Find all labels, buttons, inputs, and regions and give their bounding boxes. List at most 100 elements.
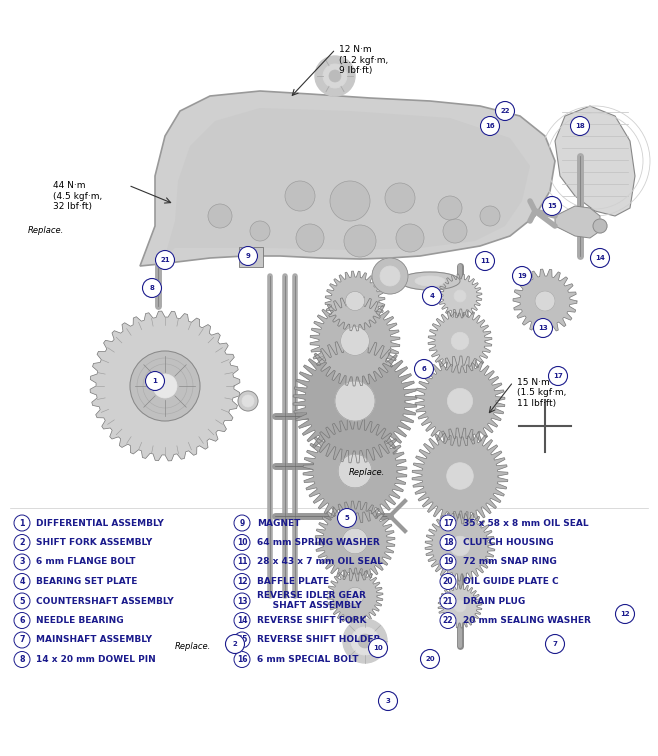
Text: Replace.: Replace.	[28, 226, 64, 235]
Circle shape	[380, 266, 400, 286]
Circle shape	[440, 515, 456, 531]
Circle shape	[341, 327, 369, 355]
Text: 64 mm SPRING WASHER: 64 mm SPRING WASHER	[257, 538, 380, 547]
Circle shape	[440, 593, 456, 609]
Text: 9: 9	[240, 519, 245, 528]
Polygon shape	[140, 91, 555, 266]
Polygon shape	[310, 296, 400, 386]
Circle shape	[234, 515, 250, 531]
Text: 8: 8	[149, 285, 155, 291]
Polygon shape	[438, 274, 482, 318]
Circle shape	[440, 612, 456, 628]
Polygon shape	[415, 356, 505, 446]
Circle shape	[368, 639, 388, 658]
Circle shape	[422, 287, 442, 305]
Circle shape	[155, 250, 174, 269]
Circle shape	[329, 70, 341, 82]
Text: BAFFLE PLATE: BAFFLE PLATE	[257, 577, 329, 586]
Circle shape	[590, 249, 609, 268]
Circle shape	[451, 332, 468, 350]
FancyBboxPatch shape	[239, 247, 263, 267]
Circle shape	[535, 291, 555, 311]
Circle shape	[378, 692, 397, 711]
Text: 4: 4	[430, 293, 434, 299]
Text: 5: 5	[19, 596, 25, 606]
Circle shape	[338, 509, 357, 528]
Circle shape	[480, 206, 500, 226]
Text: 12: 12	[237, 577, 247, 586]
Polygon shape	[425, 511, 495, 581]
Text: SHAFT ASSEMBLY: SHAFT ASSEMBLY	[257, 602, 362, 611]
Text: COUNTERSHAFT ASSEMBLY: COUNTERSHAFT ASSEMBLY	[36, 596, 174, 606]
Text: MAGNET: MAGNET	[257, 519, 300, 528]
Text: DRAIN PLUG: DRAIN PLUG	[463, 596, 525, 606]
Circle shape	[296, 224, 324, 252]
Text: 10: 10	[237, 538, 247, 547]
Circle shape	[420, 649, 440, 668]
Text: 7: 7	[19, 636, 25, 645]
Circle shape	[242, 395, 254, 407]
Text: 19: 19	[443, 557, 453, 566]
Text: 18: 18	[443, 538, 453, 547]
Text: 22: 22	[500, 108, 510, 114]
Circle shape	[238, 391, 258, 411]
Circle shape	[315, 56, 355, 96]
Text: 21: 21	[443, 596, 453, 606]
Text: 11: 11	[480, 258, 490, 264]
Ellipse shape	[415, 276, 445, 286]
Circle shape	[14, 574, 30, 590]
Circle shape	[14, 554, 30, 570]
Circle shape	[343, 619, 387, 663]
Polygon shape	[327, 568, 383, 624]
Polygon shape	[438, 584, 482, 628]
Text: Replace.: Replace.	[349, 468, 385, 477]
Circle shape	[208, 204, 232, 228]
Circle shape	[143, 278, 161, 298]
Text: REVERSE SHIFT HOLDER: REVERSE SHIFT HOLDER	[257, 636, 380, 645]
Text: 20: 20	[443, 577, 453, 586]
Text: 17: 17	[553, 373, 563, 379]
Polygon shape	[555, 206, 600, 238]
Text: 44 N·m
(4.5 kgf·m,
32 lbf·ft): 44 N·m (4.5 kgf·m, 32 lbf·ft)	[53, 181, 102, 211]
Polygon shape	[90, 311, 240, 461]
Circle shape	[234, 652, 250, 668]
Text: 1: 1	[19, 519, 25, 528]
Circle shape	[454, 290, 466, 302]
Circle shape	[14, 632, 30, 648]
Text: 16: 16	[237, 655, 247, 664]
Circle shape	[438, 196, 462, 220]
Circle shape	[346, 587, 364, 605]
Circle shape	[130, 351, 200, 421]
Circle shape	[476, 252, 495, 271]
Text: CLUTCH HOUSING: CLUTCH HOUSING	[463, 538, 553, 547]
Text: 3: 3	[19, 557, 25, 566]
Circle shape	[238, 246, 257, 265]
Circle shape	[345, 291, 365, 311]
Text: MAINSHAFT ASSEMBLY: MAINSHAFT ASSEMBLY	[36, 636, 152, 645]
Circle shape	[323, 64, 347, 88]
Circle shape	[396, 224, 424, 252]
Text: 5: 5	[345, 515, 349, 521]
Circle shape	[440, 554, 456, 570]
Circle shape	[250, 221, 270, 241]
Circle shape	[570, 116, 590, 135]
Text: 12 N·m
(1.2 kgf·m,
9 lbf·ft): 12 N·m (1.2 kgf·m, 9 lbf·ft)	[339, 45, 388, 75]
Circle shape	[507, 388, 583, 464]
Text: 17: 17	[443, 519, 453, 528]
Circle shape	[593, 219, 607, 233]
Circle shape	[342, 528, 368, 554]
Text: 35 x 58 x 8 mm OIL SEAL: 35 x 58 x 8 mm OIL SEAL	[463, 519, 589, 528]
Circle shape	[447, 389, 472, 414]
Circle shape	[234, 632, 250, 648]
Circle shape	[14, 652, 30, 668]
Polygon shape	[555, 106, 635, 216]
Circle shape	[534, 318, 553, 337]
Text: NEEDLE BEARING: NEEDLE BEARING	[36, 616, 124, 625]
Text: 19: 19	[517, 273, 527, 279]
Circle shape	[549, 367, 567, 386]
Circle shape	[285, 181, 315, 211]
Text: 20: 20	[425, 656, 435, 662]
Circle shape	[351, 627, 379, 655]
Text: 16: 16	[485, 123, 495, 129]
Circle shape	[447, 463, 473, 489]
